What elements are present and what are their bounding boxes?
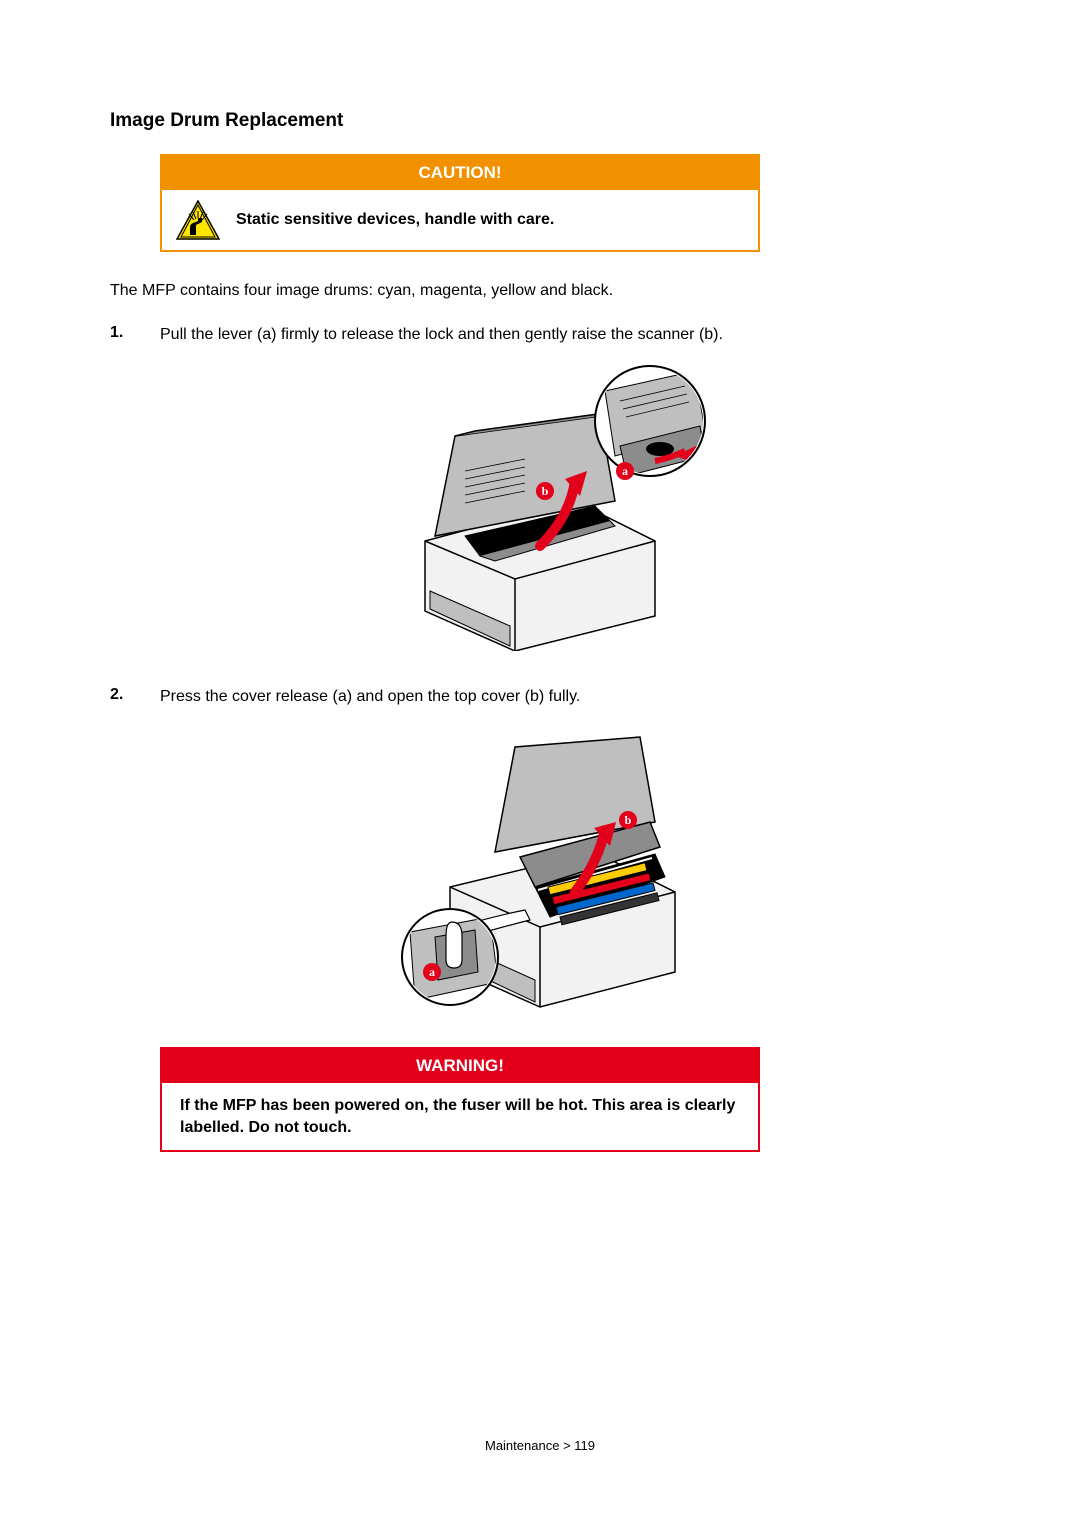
- caution-box: CAUTION! Static sensitive devices, handl…: [160, 154, 760, 252]
- page-title: Image Drum Replacement: [110, 110, 970, 132]
- footer-page: 119: [574, 1438, 595, 1453]
- step-number: 1.: [110, 324, 136, 346]
- step-2: 2. Press the cover release (a) and open …: [110, 686, 970, 708]
- page-footer: Maintenance > 119: [0, 1438, 1080, 1453]
- svg-text:a: a: [429, 965, 435, 979]
- step-text: Pull the lever (a) firmly to release the…: [160, 324, 723, 346]
- page-content: Image Drum Replacement CAUTION! Static s…: [0, 0, 1080, 1152]
- caution-header: CAUTION!: [162, 156, 758, 190]
- svg-text:b: b: [542, 484, 549, 498]
- step-number: 2.: [110, 686, 136, 708]
- svg-text:b: b: [625, 813, 632, 827]
- svg-text:a: a: [622, 464, 628, 478]
- caution-text: Static sensitive devices, handle with ca…: [236, 211, 554, 229]
- figure-2: b a: [110, 722, 970, 1017]
- figure-1: a b: [110, 361, 970, 656]
- warning-box: WARNING! If the MFP has been powered on,…: [160, 1047, 760, 1152]
- step-text: Press the cover release (a) and open the…: [160, 686, 580, 708]
- caution-body: Static sensitive devices, handle with ca…: [162, 190, 758, 250]
- esd-warning-icon: [176, 200, 220, 240]
- footer-section: Maintenance: [485, 1438, 559, 1453]
- warning-text: If the MFP has been powered on, the fuse…: [162, 1083, 758, 1150]
- footer-sep: >: [563, 1438, 571, 1453]
- intro-text: The MFP contains four image drums: cyan,…: [110, 280, 970, 302]
- step-1: 1. Pull the lever (a) firmly to release …: [110, 324, 970, 346]
- warning-header: WARNING!: [162, 1049, 758, 1083]
